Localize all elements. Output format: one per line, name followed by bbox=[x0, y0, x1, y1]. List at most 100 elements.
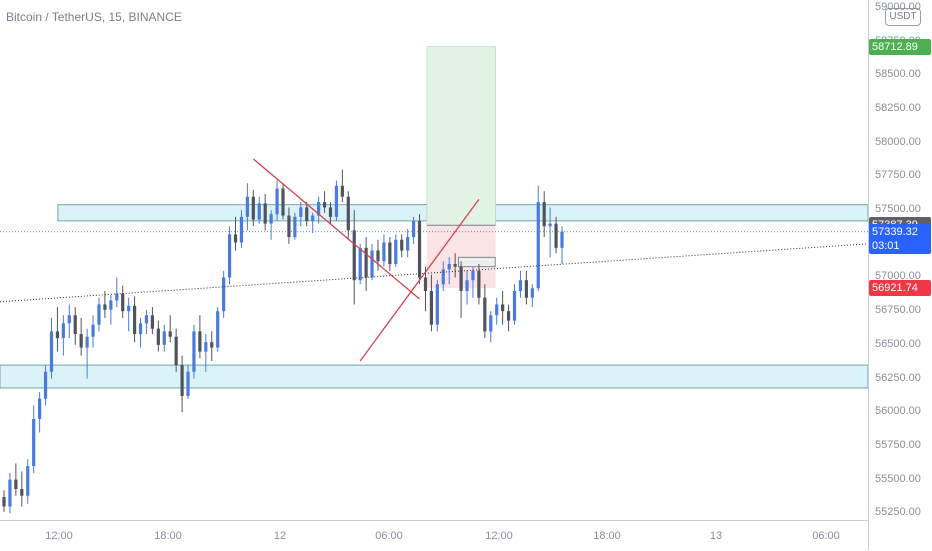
candle-body[interactable] bbox=[49, 331, 54, 372]
price-axis[interactable]: USDT 59000.0058750.0058500.0058250.00580… bbox=[868, 0, 932, 550]
candle-body[interactable] bbox=[269, 214, 273, 224]
candle-body[interactable] bbox=[459, 266, 463, 291]
candle-body[interactable] bbox=[417, 220, 422, 278]
candle-body[interactable] bbox=[512, 290, 517, 321]
candle-body[interactable] bbox=[245, 196, 249, 217]
candle-body[interactable] bbox=[97, 304, 101, 325]
candle-body[interactable] bbox=[477, 270, 481, 298]
candle-body[interactable] bbox=[340, 185, 344, 197]
candle-body[interactable] bbox=[251, 196, 255, 220]
candle-body[interactable] bbox=[352, 230, 356, 281]
candle-body[interactable] bbox=[548, 223, 552, 227]
candle-body[interactable] bbox=[311, 215, 315, 221]
candle-body[interactable] bbox=[524, 280, 528, 298]
candle-body[interactable] bbox=[370, 250, 374, 278]
candle-body[interactable] bbox=[441, 269, 445, 285]
candle-body[interactable] bbox=[257, 203, 261, 220]
candle-body[interactable] bbox=[317, 202, 321, 216]
candle-body[interactable] bbox=[471, 270, 475, 281]
candle-body[interactable] bbox=[180, 365, 184, 397]
candle-body[interactable] bbox=[376, 250, 380, 262]
candle-body[interactable] bbox=[127, 305, 131, 312]
candle-body[interactable] bbox=[287, 215, 291, 238]
candle-body[interactable] bbox=[281, 188, 285, 216]
candle-body[interactable] bbox=[358, 247, 362, 281]
candle-body[interactable] bbox=[115, 293, 119, 301]
candlestick-chart[interactable] bbox=[0, 0, 868, 520]
candle-body[interactable] bbox=[293, 216, 297, 238]
candle-body[interactable] bbox=[453, 264, 457, 267]
candle-body[interactable] bbox=[132, 305, 137, 335]
candle-body[interactable] bbox=[186, 371, 190, 397]
candle-body[interactable] bbox=[233, 234, 238, 243]
candle-body[interactable] bbox=[322, 202, 327, 208]
candle-body[interactable] bbox=[14, 479, 18, 490]
candle-body[interactable] bbox=[536, 202, 540, 289]
candle-body[interactable] bbox=[61, 323, 65, 339]
candle-body[interactable] bbox=[73, 315, 77, 335]
candle-body[interactable] bbox=[423, 277, 428, 291]
candle-body[interactable] bbox=[168, 331, 172, 337]
time-axis[interactable]: 12:00 18:00 12 06:00 12:00 18:00 13 06:00 bbox=[0, 520, 868, 551]
small-range-box[interactable] bbox=[457, 256, 496, 268]
candle-body[interactable] bbox=[465, 280, 469, 291]
candle-body[interactable] bbox=[400, 239, 404, 251]
candle-body[interactable] bbox=[109, 300, 113, 310]
candle-body[interactable] bbox=[79, 334, 83, 348]
candle-body[interactable] bbox=[411, 220, 416, 238]
candle-body[interactable] bbox=[144, 315, 149, 324]
candle-body[interactable] bbox=[204, 342, 208, 352]
candle-body[interactable] bbox=[216, 311, 220, 348]
candle-body[interactable] bbox=[506, 311, 511, 321]
candle-body[interactable] bbox=[227, 234, 232, 278]
candle-body[interactable] bbox=[26, 466, 30, 496]
candle-body[interactable] bbox=[554, 223, 558, 248]
descending-red-line[interactable] bbox=[252, 158, 420, 300]
candle-body[interactable] bbox=[91, 324, 95, 337]
long-position-profit-zone[interactable] bbox=[426, 46, 496, 226]
candle-body[interactable] bbox=[239, 216, 244, 243]
candle-body[interactable] bbox=[447, 264, 451, 270]
price-chart-plot[interactable]: Bitcoin / TetherUS, 15, BINANCE bbox=[0, 0, 868, 520]
currency-badge[interactable]: USDT bbox=[885, 8, 921, 26]
candle-body[interactable] bbox=[192, 331, 196, 372]
candle-body[interactable] bbox=[429, 290, 434, 325]
candle-body[interactable] bbox=[560, 231, 564, 248]
candle-body[interactable] bbox=[542, 202, 546, 227]
candle-body[interactable] bbox=[382, 242, 386, 262]
candle-body[interactable] bbox=[32, 418, 36, 467]
candle-body[interactable] bbox=[121, 293, 125, 312]
candle-body[interactable] bbox=[8, 479, 12, 507]
candle-body[interactable] bbox=[328, 207, 333, 217]
candle-body[interactable] bbox=[388, 242, 392, 265]
candle-body[interactable] bbox=[530, 288, 534, 298]
candle-body[interactable] bbox=[85, 336, 89, 348]
candle-body[interactable] bbox=[43, 371, 48, 399]
candle-body[interactable] bbox=[334, 185, 339, 217]
candle-body[interactable] bbox=[299, 207, 303, 217]
candle-body[interactable] bbox=[162, 331, 166, 345]
candle-body[interactable] bbox=[275, 188, 279, 215]
dotted-long-trend-line[interactable] bbox=[0, 243, 868, 303]
candle-body[interactable] bbox=[483, 297, 487, 332]
ascending-red-line[interactable] bbox=[359, 198, 480, 362]
candle-body[interactable] bbox=[394, 239, 398, 265]
candle-body[interactable] bbox=[20, 489, 24, 496]
candle-body[interactable] bbox=[346, 196, 350, 231]
candle-body[interactable] bbox=[263, 203, 267, 224]
candle-body[interactable] bbox=[138, 323, 143, 335]
candle-body[interactable] bbox=[406, 237, 410, 251]
candle-body[interactable] bbox=[305, 207, 309, 221]
candle-body[interactable] bbox=[501, 304, 505, 312]
candle-body[interactable] bbox=[2, 497, 6, 507]
candle-body[interactable] bbox=[435, 284, 439, 325]
candle-body[interactable] bbox=[103, 304, 107, 310]
candle-body[interactable] bbox=[210, 342, 214, 348]
candle-body[interactable] bbox=[198, 331, 202, 352]
candle-body[interactable] bbox=[495, 304, 499, 316]
candle-body[interactable] bbox=[156, 328, 160, 345]
candle-body[interactable] bbox=[222, 277, 226, 312]
candle-body[interactable] bbox=[174, 336, 178, 366]
candle-body[interactable] bbox=[55, 331, 60, 339]
candle-body[interactable] bbox=[364, 247, 368, 278]
